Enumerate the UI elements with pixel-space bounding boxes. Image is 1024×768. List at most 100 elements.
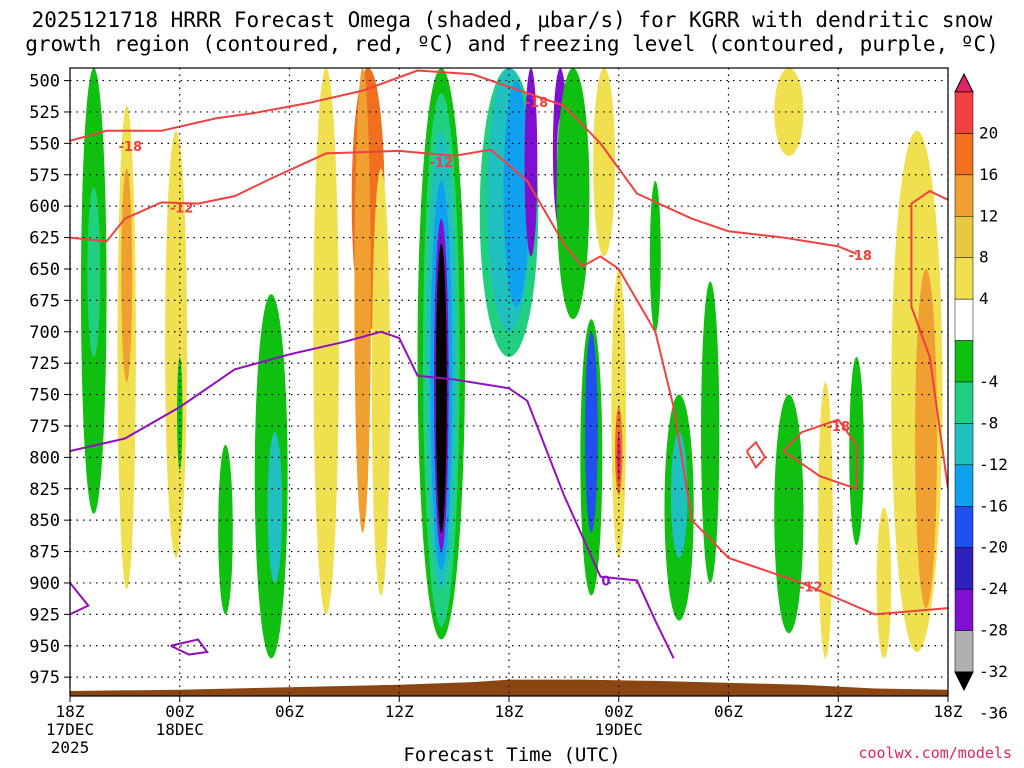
- omega-blob: [556, 68, 590, 320]
- omega-blob: [371, 168, 391, 596]
- x-tick-label: 12Z: [385, 702, 414, 721]
- chart-title-line1: 2025121718 HRRR Forecast Omega (shaded, …: [31, 8, 993, 32]
- colorbar-box: [954, 340, 974, 383]
- y-tick-label: 775: [29, 417, 60, 437]
- colorbar-box: [954, 506, 974, 548]
- omega-blob: [774, 68, 804, 156]
- omega-blob: [165, 130, 188, 558]
- colorbar-box: [954, 547, 974, 590]
- contour-minus18-upper: [70, 69, 857, 255]
- contour-label: -18: [525, 96, 549, 111]
- terrain-fill: [70, 679, 948, 696]
- omega-blob: [649, 181, 661, 332]
- contours: -18 -12 -12 -18 -18 -18 -12 0: [70, 69, 948, 659]
- colorbar-label: -8: [979, 413, 998, 432]
- colorbar-label: 12: [979, 206, 998, 225]
- y-tick-label: 800: [29, 448, 60, 468]
- y-tick-label: 750: [29, 386, 60, 406]
- contour-label: -12: [430, 156, 454, 171]
- contour-label: -12: [799, 581, 823, 596]
- omega-blob: [584, 331, 598, 533]
- colorbar-label: -24: [979, 579, 1008, 598]
- y-tick-label: 975: [29, 668, 60, 688]
- omega-blob: [218, 444, 233, 615]
- x-tick-label: 06Z: [275, 702, 304, 721]
- omega-blob: [915, 268, 938, 609]
- y-tick-label: 950: [29, 637, 60, 657]
- colorbar-label: -4: [979, 372, 998, 391]
- colorbar-label: -20: [979, 538, 1008, 557]
- omega-blob: [87, 187, 101, 357]
- contour-freezing-level: [70, 330, 675, 659]
- y-tick-label: 675: [29, 291, 60, 311]
- omega-blob: [267, 432, 283, 583]
- omega-blob: [670, 432, 688, 558]
- x-tick-label: 18Z: [56, 702, 85, 721]
- y-tick-label: 650: [29, 260, 60, 280]
- colorbar-box: [954, 630, 974, 673]
- omega-blob: [774, 394, 804, 634]
- contour-freezing-loop: [170, 638, 209, 656]
- colorbar-label: -16: [979, 496, 1008, 515]
- contour-freezing-left: [70, 582, 90, 616]
- colorbar-label: -32: [979, 662, 1008, 681]
- contour-label: -18: [827, 420, 851, 435]
- y-tick-label: 850: [29, 511, 60, 531]
- y-axis: 500 525 550 575 600 625 650 675 700 725 750 775 800 8…: [29, 72, 70, 688]
- x-tick-date: 19DEC: [595, 720, 643, 739]
- colorbar-box: [954, 133, 974, 176]
- contour-label: 0: [601, 574, 610, 589]
- credit-text: coolwx.com/models: [858, 744, 1012, 762]
- contour-label: -18: [119, 140, 143, 155]
- colorbar-box: [954, 588, 974, 631]
- y-tick-label: 550: [29, 134, 60, 154]
- contour-minus18-right: [910, 189, 948, 489]
- y-tick-label: 700: [29, 323, 60, 343]
- y-tick-label: 575: [29, 166, 60, 186]
- contour-minus18-loop: [782, 418, 858, 491]
- x-tick-label: 00Z: [165, 702, 194, 721]
- contour-label: -18: [848, 249, 872, 264]
- colorbar-label: 20: [979, 123, 998, 142]
- x-tick-year: 2025: [51, 738, 90, 757]
- x-tick-label: 18Z: [495, 702, 524, 721]
- colorbar-box: [954, 91, 974, 134]
- x-tick-label: 06Z: [714, 702, 743, 721]
- x-tick-date: 18DEC: [156, 720, 204, 739]
- omega-blob: [313, 68, 339, 615]
- contour-loop-small: [745, 440, 767, 470]
- x-tick-label: 18Z: [934, 702, 963, 721]
- colorbar-box: [954, 216, 974, 258]
- y-tick-label: 875: [29, 543, 60, 563]
- omega-blob: [121, 168, 133, 382]
- omega-blob: [435, 243, 447, 533]
- colorbar-box: [954, 298, 974, 341]
- x-tick-date: 17DEC: [46, 720, 94, 739]
- colorbar-label: -36: [979, 703, 1008, 722]
- colorbar: 20 16 12 8 4 -4 -8 -12 -16 -20 -24 -28 -32 -36: [954, 72, 1008, 722]
- colorbar-box: [954, 423, 974, 466]
- y-tick-label: 900: [29, 574, 60, 594]
- colorbar-label: 16: [979, 165, 998, 184]
- contour-label: -12: [170, 201, 194, 216]
- omega-blob: [524, 68, 538, 257]
- y-tick-label: 525: [29, 103, 60, 123]
- y-tick-label: 825: [29, 480, 60, 500]
- colorbar-box: [954, 464, 974, 507]
- colorbar-label: -12: [979, 455, 1008, 474]
- x-tick-label: 00Z: [604, 702, 633, 721]
- x-tick-label: 12Z: [824, 702, 853, 721]
- omega-blob: [701, 281, 720, 583]
- x-axis-title: Forecast Time (UTC): [403, 744, 621, 766]
- colorbar-box: [954, 174, 974, 217]
- chart-title-line2: growth region (contoured, red, ºC) and f…: [25, 32, 999, 56]
- colorbar-label: 8: [979, 248, 989, 267]
- y-tick-label: 925: [29, 605, 60, 625]
- colorbar-box: [954, 257, 974, 300]
- y-tick-label: 725: [29, 354, 60, 374]
- y-tick-label: 600: [29, 197, 60, 217]
- y-tick-label: 625: [29, 229, 60, 249]
- omega-blob: [503, 80, 530, 307]
